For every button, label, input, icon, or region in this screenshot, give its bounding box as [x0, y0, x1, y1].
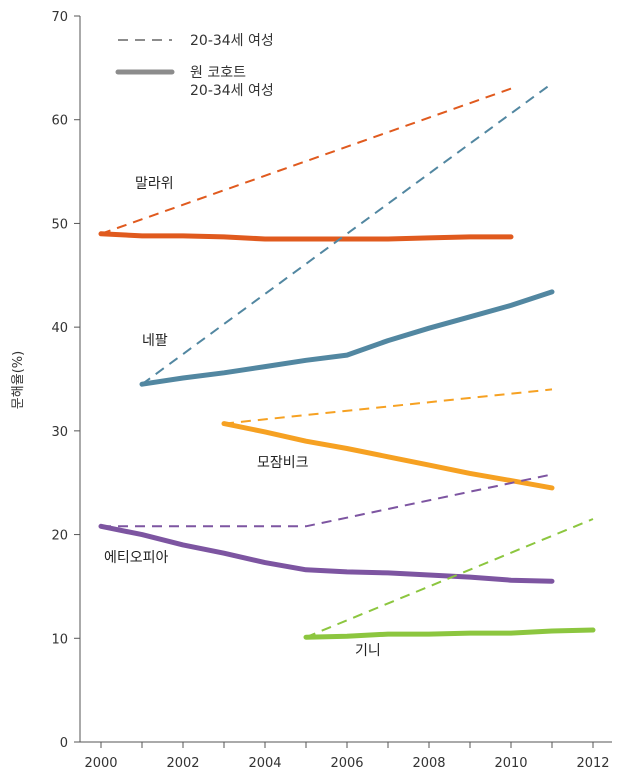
axes: 0 10 20 30 40 50 60 70 2000 2002 2004 2006 2008 2010 2…: [51, 10, 612, 771]
y-tick-label: 40: [51, 321, 68, 336]
y-tick-label: 10: [51, 632, 68, 647]
y-tick-label: 50: [51, 217, 68, 232]
x-tick-label: 2008: [412, 756, 445, 771]
series-cohort-line: [221, 421, 555, 491]
legend: 20-34세 여성 원 코호트 20-34세 여성: [115, 33, 274, 99]
legend-label-cohort: 원 코호트 20-34세 여성: [190, 65, 274, 99]
series-cross-section-line: [141, 82, 553, 386]
y-tick-label: 0: [60, 736, 68, 751]
x-tick-label: 2002: [166, 756, 199, 771]
series-label: 말라위: [135, 176, 174, 192]
x-tick-label: 2010: [494, 756, 527, 771]
x-tick-label: 2004: [248, 756, 281, 771]
series-cohort-line: [303, 627, 596, 640]
y-tick-label: 30: [51, 425, 68, 440]
y-tick-label: 60: [51, 114, 68, 129]
y-tick-label: 20: [51, 529, 68, 544]
series-group: [98, 82, 596, 640]
series-cohort-line: [139, 289, 555, 387]
legend-label-line: 20-34세 여성: [190, 83, 274, 99]
series-cohort-line: [98, 231, 514, 242]
series-cross-section-line: [100, 87, 512, 235]
series-label: 네팔: [142, 333, 168, 349]
series-label: 에티오피아: [104, 550, 169, 566]
x-tick-label: 2012: [576, 756, 609, 771]
series-cross-section-line: [223, 388, 553, 425]
series-cohort-line: [98, 523, 555, 584]
series-cross-section-line: [305, 518, 594, 639]
legend-label-cross-section: 20-34세 여성: [190, 33, 274, 49]
x-tick-label: 2006: [330, 756, 363, 771]
series-label: 모잠비크: [257, 455, 309, 471]
legend-label-line: 원 코호트: [190, 65, 246, 81]
x-tick-label: 2000: [84, 756, 117, 771]
y-tick-label: 70: [51, 10, 68, 25]
series-label: 기니: [355, 643, 381, 659]
series-cross-section-line: [101, 473, 553, 528]
y-axis-title: 문해율(%): [11, 351, 26, 409]
